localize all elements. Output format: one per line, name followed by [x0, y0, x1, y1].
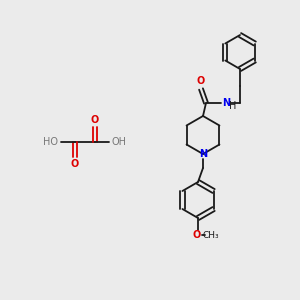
Text: N: N	[222, 98, 230, 108]
Text: N: N	[199, 149, 207, 159]
Text: O: O	[197, 76, 205, 86]
Text: O: O	[193, 230, 201, 240]
Text: OH: OH	[112, 137, 127, 147]
Text: CH₃: CH₃	[203, 230, 219, 239]
Text: O: O	[91, 115, 99, 125]
Text: HO: HO	[44, 137, 59, 147]
Text: H: H	[229, 101, 237, 111]
Text: O: O	[71, 159, 79, 169]
